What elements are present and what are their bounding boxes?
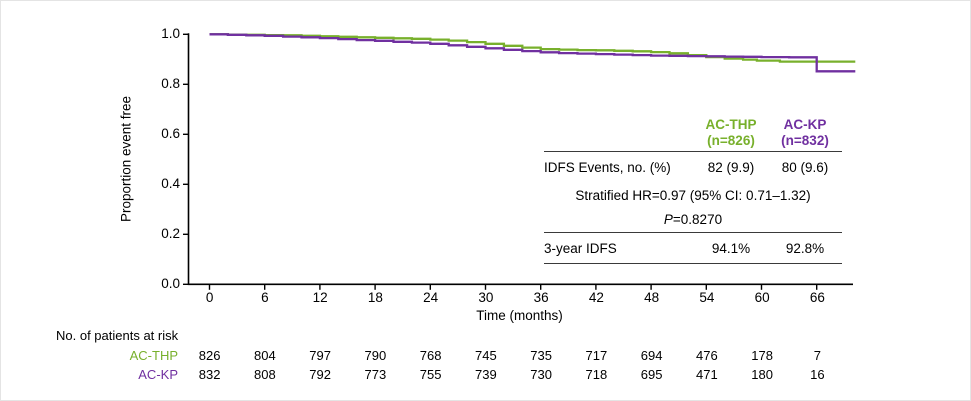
idfs-events-arm2: 80 (9.6) (781, 160, 829, 175)
risk-row-label-acthp: AC-THP (129, 348, 178, 363)
x-tick-label: 12 (312, 290, 328, 305)
p-value: =0.8270 (672, 212, 723, 227)
x-tick-label: 18 (367, 290, 383, 305)
arm1-header: AC-THP (n=826) (694, 117, 768, 148)
x-axis-label: Time (months) (476, 308, 563, 323)
risk-count: 832 (198, 367, 221, 382)
y-tick-label: 1.0 (161, 26, 180, 42)
y-axis-label: Proportion event free (118, 95, 134, 223)
three-year-idfs-row: 3-year IDFS 94.1% 92.8% (544, 233, 842, 264)
patients-at-risk-title: No. of patients at risk (56, 328, 179, 343)
arm2-name: AC-KP (783, 117, 827, 132)
x-tick-label: 60 (754, 290, 770, 305)
idfs-events-arm1: 82 (9.9) (707, 160, 755, 175)
risk-count: 808 (254, 367, 276, 382)
risk-count: 797 (309, 348, 331, 363)
risk-count: 730 (530, 367, 552, 382)
three-year-idfs-arm2: 92.8% (785, 240, 825, 256)
risk-count: 695 (640, 367, 663, 382)
risk-count: 694 (640, 348, 663, 363)
idfs-events-label: IDFS Events, no. (%) (544, 160, 671, 175)
risk-count: 471 (696, 367, 718, 382)
risk-count: 718 (585, 367, 608, 382)
p-symbol: P (663, 212, 673, 227)
arm2-header: AC-KP (n=832) (768, 117, 842, 148)
risk-count: 773 (364, 367, 387, 382)
risk-count: 476 (696, 348, 718, 363)
hazard-ratio-row: Stratified HR=0.97 (95% CI: 0.71–1.32) (544, 183, 842, 207)
x-tick-label: 42 (588, 290, 604, 305)
x-tick-label: 0 (205, 290, 214, 305)
risk-count: 7 (813, 348, 821, 363)
p-value-row: P=0.8270 (544, 207, 842, 233)
risk-count: 16 (810, 367, 825, 382)
risk-count: 739 (475, 367, 497, 382)
arm2-n: (n=832) (781, 132, 829, 148)
p-value-text: P=0.8270 (664, 212, 722, 227)
arm1-name: AC-THP (705, 117, 757, 132)
y-tick-label: 0.4 (161, 176, 180, 192)
x-tick-label: 48 (644, 290, 660, 305)
risk-row-label-ackp: AC-KP (138, 367, 178, 382)
km-curve-ac-kp (209, 33, 856, 73)
risk-count: 790 (364, 348, 387, 363)
statistics-table: AC-THP (n=826) AC-KP (n=832) IDFS Events… (544, 106, 842, 264)
risk-count: 735 (530, 348, 552, 363)
x-tick-label: 30 (478, 290, 494, 305)
risk-count: 826 (198, 348, 221, 363)
risk-count: 755 (419, 367, 442, 382)
y-tick-label: 0.8 (161, 76, 180, 92)
arm1-n: (n=826) (707, 132, 755, 148)
hazard-ratio-text: Stratified HR=0.97 (95% CI: 0.71–1.32) (575, 187, 811, 203)
idfs-events-row: IDFS Events, no. (%) 82 (9.9) 80 (9.6) (544, 152, 842, 183)
x-tick-label: 6 (261, 290, 269, 305)
three-year-idfs-label: 3-year IDFS (544, 240, 617, 256)
x-tick-label: 24 (423, 290, 439, 305)
x-axis-tick-labels: 0 6 12 18 24 30 36 42 48 54 60 66 (182, 290, 845, 305)
risk-count: 178 (751, 348, 773, 363)
y-tick-label: 0.6 (161, 126, 180, 142)
risk-count: 768 (419, 348, 442, 363)
x-tick-label: 54 (699, 290, 715, 305)
risk-count: 180 (751, 367, 773, 382)
y-tick-label: 0.2 (161, 226, 180, 242)
risk-count: 717 (585, 348, 608, 363)
risk-counts-ackp: 832 808 792 773 755 739 730 718 695 471 180 16 (182, 367, 845, 382)
risk-count: 792 (309, 367, 331, 382)
risk-counts-acthp: 826 804 797 790 768 745 735 717 694 476 178 7 (182, 348, 845, 363)
stats-table-header-row: AC-THP (n=826) AC-KP (n=832) (544, 106, 842, 152)
three-year-idfs-arm1: 94.1% (711, 240, 751, 256)
y-tick-label: 0.0 (161, 276, 180, 292)
risk-count: 745 (475, 348, 497, 363)
x-tick-label: 66 (809, 290, 825, 305)
x-tick-label: 36 (533, 290, 549, 305)
risk-count: 804 (254, 348, 276, 363)
